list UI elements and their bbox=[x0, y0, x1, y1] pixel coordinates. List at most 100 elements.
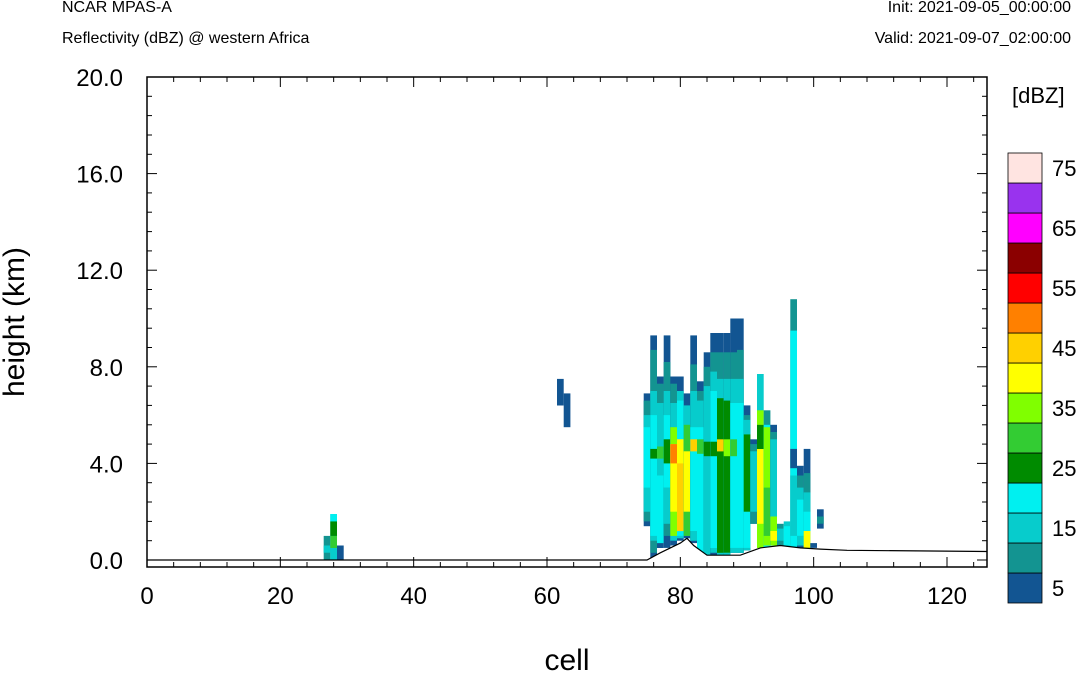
reflectivity-cell bbox=[790, 475, 797, 536]
reflectivity-cell bbox=[337, 545, 344, 560]
colorbar: 5 15 25 35 45 55 65 75 bbox=[1007, 152, 1076, 604]
reflectivity-cell bbox=[770, 439, 777, 546]
model-title: NCAR MPAS-A bbox=[62, 0, 172, 16]
reflectivity-cell bbox=[777, 528, 784, 541]
reflectivity-cell bbox=[763, 487, 771, 536]
reflectivity-cell bbox=[330, 521, 337, 536]
reflectivity-cell bbox=[790, 448, 797, 469]
reflectivity-cell bbox=[717, 439, 724, 452]
reflectivity-cell bbox=[670, 444, 677, 512]
colorbar-label: 5 bbox=[1052, 576, 1064, 601]
colorbar-swatch bbox=[1007, 152, 1043, 184]
reflectivity-cell bbox=[723, 439, 731, 457]
reflectivity-cell bbox=[810, 543, 817, 548]
reflectivity-cell bbox=[803, 531, 811, 548]
colorbar-swatch bbox=[1007, 572, 1043, 604]
axis-ticks bbox=[146, 76, 987, 567]
reflectivity-cell bbox=[663, 439, 671, 464]
reflectivity-cell bbox=[803, 511, 811, 548]
valid-time: Valid: 2021-09-07_02:00:00 bbox=[874, 30, 1071, 47]
reflectivity-cell bbox=[757, 424, 764, 449]
reflectivity-cell bbox=[817, 516, 824, 524]
y-tick-label: 0.0 bbox=[90, 548, 123, 575]
x-tick-label: 80 bbox=[667, 583, 694, 610]
y-tick-labels: 0.0 4.0 8.0 12.0 16.0 20.0 bbox=[76, 65, 123, 575]
reflectivity-cell bbox=[643, 427, 651, 488]
y-tick-label: 8.0 bbox=[90, 355, 123, 382]
reflectivity-cell bbox=[750, 451, 757, 512]
x-tick-label: 40 bbox=[400, 583, 427, 610]
x-tick-label: 20 bbox=[267, 583, 294, 610]
colorbar-swatch bbox=[1007, 512, 1043, 544]
field-title: Reflectivity (dBZ) @ western Africa bbox=[62, 30, 310, 47]
colorbar-swatch bbox=[1007, 332, 1043, 364]
reflectivity-cell bbox=[757, 424, 764, 524]
colorbar-swatch bbox=[1007, 302, 1043, 334]
y-axis-title: height (km) bbox=[0, 247, 31, 397]
y-tick-label: 16.0 bbox=[76, 162, 123, 189]
reflectivity-cell bbox=[743, 434, 751, 512]
y-tick-label: 20.0 bbox=[76, 65, 123, 92]
reflectivity-cell bbox=[723, 400, 731, 553]
reflectivity-cell bbox=[330, 535, 337, 548]
x-tick-label: 0 bbox=[140, 583, 153, 610]
x-tick-label: 60 bbox=[534, 583, 561, 610]
reflectivity-cell bbox=[710, 441, 717, 457]
reflectivity-cell bbox=[770, 531, 777, 541]
reflectivity-cell bbox=[657, 475, 664, 544]
colorbar-swatch bbox=[1007, 482, 1043, 514]
reflectivity-cell bbox=[323, 545, 331, 553]
reflectivity-cell bbox=[703, 386, 711, 556]
plot-frame bbox=[146, 76, 988, 568]
colorbar-label: 75 bbox=[1052, 156, 1076, 181]
reflectivity-cell bbox=[657, 446, 664, 459]
colorbar-swatch bbox=[1007, 452, 1043, 484]
reflectivity-cell bbox=[710, 391, 717, 548]
colorbar-swatch bbox=[1007, 392, 1043, 424]
x-tick-labels: 0 20 40 60 80 100 120 bbox=[140, 583, 967, 610]
reflectivity-cell bbox=[783, 526, 791, 546]
colorbar-swatch bbox=[1007, 362, 1043, 394]
terrain bbox=[147, 537, 988, 567]
reflectivity-cell bbox=[657, 403, 664, 536]
y-tick-label: 4.0 bbox=[90, 451, 123, 478]
terrain-line bbox=[147, 537, 988, 561]
reflectivity-cell bbox=[683, 451, 691, 512]
colorbar-label: 65 bbox=[1052, 216, 1076, 241]
reflectivity-cell bbox=[650, 415, 657, 536]
colorbar-label: 35 bbox=[1052, 396, 1076, 421]
reflectivity-cell bbox=[557, 378, 564, 406]
reflectivity-cell bbox=[330, 514, 337, 522]
reflectivity-cell bbox=[790, 330, 797, 548]
colorbar-label: 55 bbox=[1052, 276, 1076, 301]
reflectivity-cells bbox=[323, 299, 824, 560]
reflectivity-cell bbox=[563, 393, 571, 428]
colorbar-label: 25 bbox=[1052, 456, 1076, 481]
colorbar-swatch bbox=[1007, 272, 1043, 304]
reflectivity-cell bbox=[670, 444, 677, 464]
colorbar-swatch bbox=[1007, 212, 1043, 244]
colorbar-swatch bbox=[1007, 422, 1043, 454]
colorbar-swatch bbox=[1007, 242, 1043, 274]
reflectivity-cell bbox=[650, 448, 657, 459]
colorbar-label: 15 bbox=[1052, 516, 1076, 541]
colorbar-swatch bbox=[1007, 542, 1043, 574]
reflectivity-cell bbox=[697, 427, 704, 553]
reflectivity-cell bbox=[677, 439, 684, 464]
x-tick-label: 120 bbox=[927, 583, 967, 610]
x-tick-label: 100 bbox=[794, 583, 834, 610]
reflectivity-cell bbox=[730, 439, 737, 457]
y-tick-label: 12.0 bbox=[76, 258, 123, 285]
colorbar-unit: [dBZ] bbox=[1012, 83, 1065, 108]
colorbar-label: 45 bbox=[1052, 336, 1076, 361]
reflectivity-cell bbox=[703, 441, 711, 457]
reflectivity-cell bbox=[763, 427, 771, 546]
reflectivity-cell bbox=[737, 403, 744, 548]
reflectivity-cell bbox=[717, 398, 724, 553]
reflectivity-cell bbox=[797, 499, 804, 536]
reflectivity-cell bbox=[730, 403, 737, 548]
x-axis-title: cell bbox=[544, 644, 589, 677]
init-time: Init: 2021-09-05_00:00:00 bbox=[887, 0, 1071, 16]
terrain-fill bbox=[147, 538, 987, 567]
